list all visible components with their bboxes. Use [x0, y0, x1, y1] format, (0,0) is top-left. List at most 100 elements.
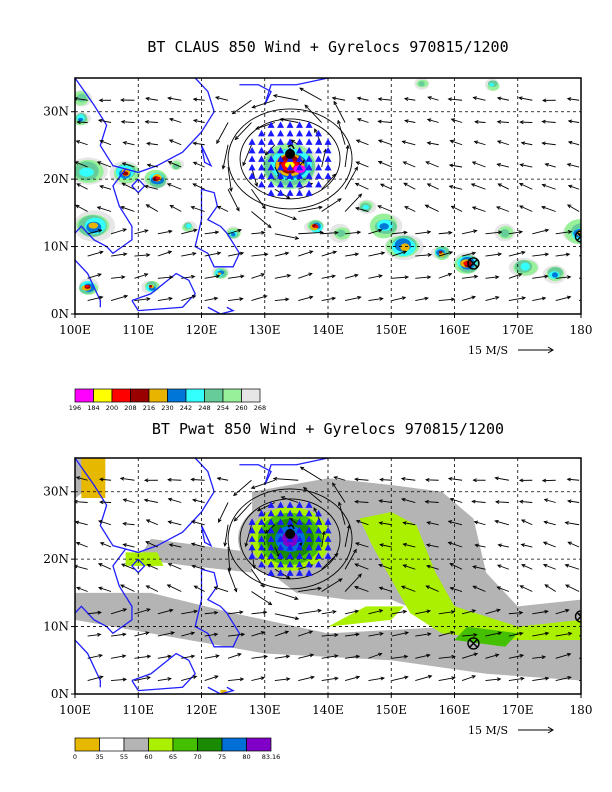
- wind-vector: [168, 97, 182, 101]
- colorbar-label: 254: [217, 404, 229, 412]
- wind-vector: [75, 204, 88, 212]
- gyre-marker: [305, 138, 313, 145]
- wind-vector: [344, 296, 361, 301]
- gyre-marker: [305, 501, 313, 508]
- wind-vector: [168, 498, 182, 503]
- gyre-marker: [258, 552, 266, 559]
- wind-vector-head: [299, 466, 305, 471]
- coastline-borneo: [131, 652, 196, 692]
- gyre-location-marker: [576, 611, 581, 618]
- wind-vector: [274, 211, 297, 220]
- wind-vector-head: [337, 198, 342, 203]
- wind-vector-head: [263, 654, 269, 659]
- wind-vector-head: [378, 586, 384, 591]
- wind-vector-head: [379, 296, 384, 301]
- wind-vector: [134, 229, 148, 235]
- wind-vector: [274, 252, 289, 257]
- wind-vector-head: [97, 563, 103, 567]
- gyre-marker: [305, 543, 313, 551]
- gyre-location-marker: [576, 231, 581, 238]
- wind-vector-head: [97, 610, 102, 615]
- wind-vector: [391, 610, 407, 615]
- wind-vector-head: [167, 654, 172, 659]
- wind-vector-head: [354, 563, 359, 567]
- gyre-marker: [305, 535, 313, 542]
- wind-vector-head: [471, 609, 477, 613]
- wind-vector-head: [272, 94, 278, 98]
- wind-vector-head: [354, 252, 360, 257]
- wind-vector: [181, 229, 197, 235]
- y-tick-label: 0N: [51, 687, 69, 701]
- wind-vector-head: [229, 187, 233, 193]
- wind-vector: [123, 543, 135, 548]
- wind-vector-head: [591, 631, 594, 634]
- wind-vector-head: [424, 204, 430, 209]
- y-tick-label: 20N: [43, 172, 69, 186]
- wind-vector-head: [567, 541, 572, 546]
- wind-vector-head: [337, 119, 341, 125]
- gyre-marker: [296, 552, 304, 559]
- wind-vector: [338, 502, 346, 525]
- wind-vector-head: [450, 205, 455, 210]
- gyre-marker: [305, 172, 313, 179]
- wind-vector-head: [566, 275, 572, 280]
- wind-vector: [123, 523, 135, 526]
- wind-vector: [380, 479, 392, 481]
- gyre-location-marker: [574, 230, 581, 243]
- reference-vector-label: 15 M/S: [468, 724, 508, 737]
- gyre-marker: [277, 163, 285, 171]
- wind-vector-head: [543, 520, 548, 525]
- gyre-marker: [296, 526, 304, 534]
- wind-vector: [485, 253, 502, 257]
- wind-vector-head: [255, 126, 260, 130]
- wind-vector: [368, 632, 383, 637]
- wind-vector: [391, 251, 407, 257]
- wind-vector-head: [521, 564, 526, 568]
- gyre-marker: [296, 509, 304, 517]
- wind-vector: [356, 139, 369, 146]
- gyre-marker: [267, 146, 275, 154]
- wind-vector: [146, 585, 159, 592]
- y-tick-label: 20N: [43, 552, 69, 566]
- gyre-marker: [286, 569, 294, 576]
- wind-vector-head: [98, 586, 103, 591]
- wind-vector: [321, 531, 325, 548]
- wind-vector-head: [309, 295, 314, 300]
- wind-vector-head: [518, 478, 524, 483]
- wind-vector: [87, 296, 103, 301]
- wind-vector: [193, 98, 205, 101]
- gyre-marker: [315, 518, 323, 525]
- gyre-marker: [296, 172, 304, 179]
- wind-vector: [75, 161, 88, 168]
- wind-vector-head: [497, 183, 502, 187]
- wind-vector-head: [425, 543, 431, 548]
- wind-vector-head: [403, 182, 408, 187]
- gyre-marker: [305, 146, 313, 154]
- wind-vector: [321, 610, 336, 615]
- wind-vector: [508, 677, 524, 681]
- wind-vector: [427, 142, 439, 146]
- wind-vector: [495, 501, 509, 503]
- wind-vector-head: [192, 141, 197, 146]
- pwat-shade: [359, 511, 581, 641]
- wind-vector: [471, 183, 486, 190]
- wind-vector-head: [471, 161, 477, 165]
- wind-vector-head: [317, 586, 322, 591]
- gyre-marker: [305, 121, 313, 128]
- wind-vector: [508, 231, 523, 235]
- wind-vector: [181, 610, 198, 615]
- wind-vector-head: [404, 119, 409, 124]
- wind-vector: [321, 297, 336, 301]
- wind-vector: [391, 632, 409, 637]
- wind-vector: [146, 204, 159, 212]
- pwat-shade: [454, 626, 518, 647]
- wind-vector: [438, 298, 455, 301]
- wind-vector-head: [97, 118, 103, 123]
- wind-vector: [233, 479, 252, 496]
- wind-vector-head: [121, 182, 126, 187]
- wind-vector-head: [589, 678, 592, 681]
- wind-vector-head: [402, 250, 408, 255]
- wind-vector-head: [145, 204, 150, 208]
- wind-vector-head: [402, 564, 407, 568]
- colorbar-label: 268: [254, 404, 266, 412]
